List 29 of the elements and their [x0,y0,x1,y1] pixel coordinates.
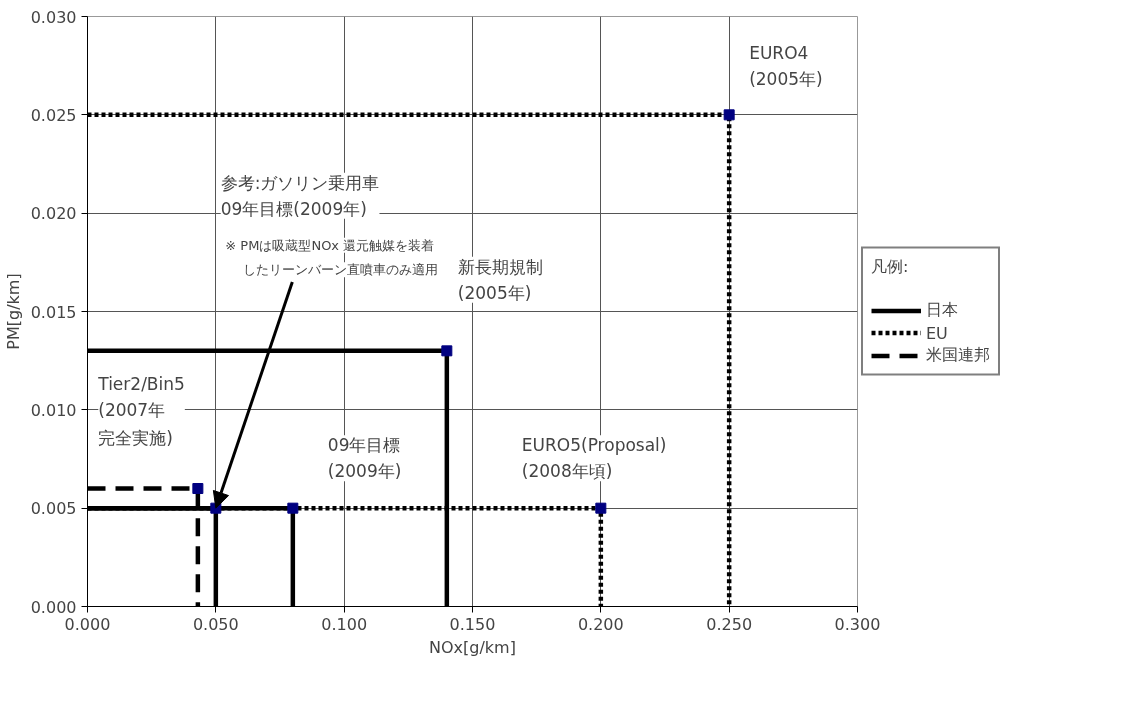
y-tick-label: 0.025 [30,105,77,125]
legend-label: EU [926,323,948,342]
annotation: 参考:ガソリン乗用車 09年目標(2009年) [220,172,380,219]
x-tick-label: 0.250 [706,614,753,634]
annotation: 完全実施) [98,427,173,448]
legend-label: 日本 [926,299,958,321]
x-tick-label: 0.000 [64,614,111,634]
y-tick-label: 0.030 [30,7,77,27]
y-tick-label: 0.005 [30,499,77,519]
annotation: EURO4 (2005年) [749,42,823,89]
annotation: EURO5(Proposal) (2008年頃) [521,435,667,482]
x-axis-title: NOx[g/km] [429,637,516,657]
x-tick-label: 0.200 [577,614,624,634]
y-tick-label: 0.020 [30,204,77,224]
annotation: 新長期規制 (2005年) [457,256,543,303]
y-tick-label: 0.000 [30,597,77,617]
legend-title: 凡例: [871,256,910,278]
x-tick-label: 0.300 [834,614,881,634]
annotation: Tier2/Bin5 (2007年 [97,374,185,421]
y-axis-title: PM[g/km] [3,273,23,350]
annotation: したリーンバーン直噴車のみ適用 [242,262,438,278]
x-tick-label: 0.050 [192,614,239,634]
y-tick-label: 0.010 [30,400,77,420]
legend-label: 米国連邦 [926,344,990,366]
annotation: 09年目標 (2009年) [327,435,402,482]
x-tick-label: 0.100 [321,614,368,634]
x-tick-label: 0.150 [449,614,496,634]
y-tick-label: 0.015 [30,302,77,322]
annotation: ※ PMは吸蔵型NOx 還元触媒を装着 [225,237,435,253]
